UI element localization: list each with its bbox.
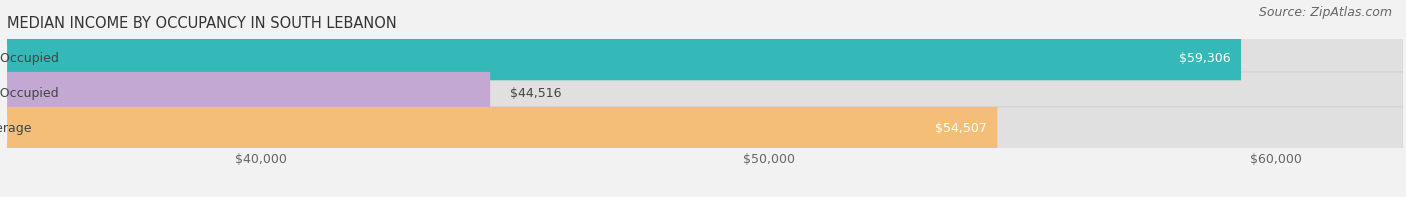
FancyBboxPatch shape	[7, 37, 1403, 80]
Text: MEDIAN INCOME BY OCCUPANCY IN SOUTH LEBANON: MEDIAN INCOME BY OCCUPANCY IN SOUTH LEBA…	[7, 16, 396, 31]
Text: $54,507: $54,507	[935, 122, 987, 135]
FancyBboxPatch shape	[7, 37, 1241, 80]
FancyBboxPatch shape	[7, 107, 1403, 150]
Text: Source: ZipAtlas.com: Source: ZipAtlas.com	[1258, 6, 1392, 19]
FancyBboxPatch shape	[7, 72, 491, 115]
Text: Owner-Occupied: Owner-Occupied	[0, 52, 59, 65]
Text: $44,516: $44,516	[510, 87, 562, 100]
Text: Renter-Occupied: Renter-Occupied	[0, 87, 59, 100]
FancyBboxPatch shape	[7, 72, 1403, 115]
Text: $59,306: $59,306	[1180, 52, 1230, 65]
Text: Average: Average	[0, 122, 32, 135]
FancyBboxPatch shape	[7, 107, 997, 150]
